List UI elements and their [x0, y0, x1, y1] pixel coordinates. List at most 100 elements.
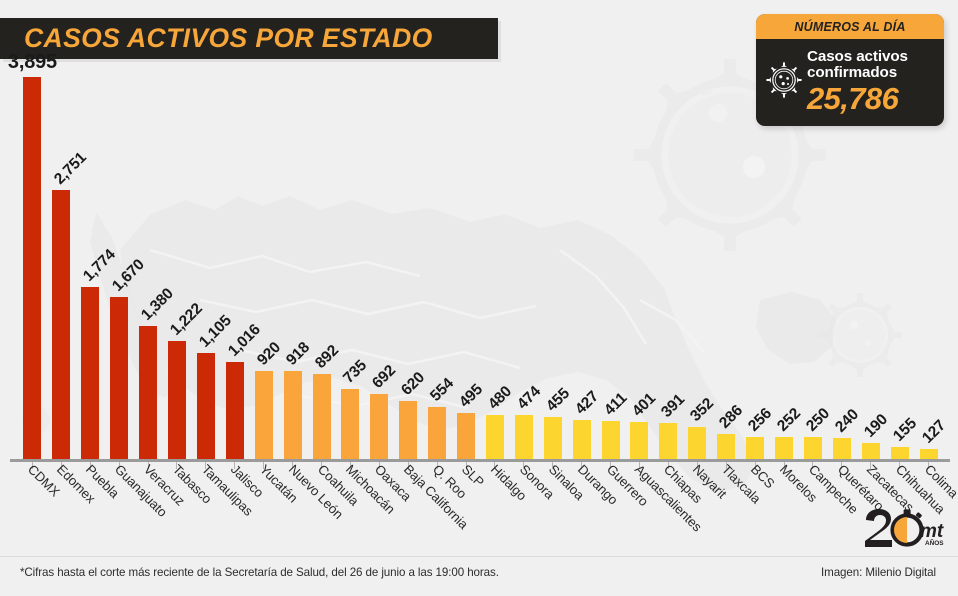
- bar-slot: 240: [827, 60, 862, 462]
- svg-text:mt: mt: [920, 521, 944, 542]
- x-axis-label-slot: Campeche: [798, 462, 861, 548]
- x-axis-label-slot: Nuevo León: [278, 462, 346, 548]
- bar[interactable]: 155: [890, 415, 920, 462]
- bar[interactable]: 1,222: [167, 300, 206, 462]
- bar[interactable]: 190: [861, 411, 891, 462]
- x-axis-tick: [885, 462, 914, 469]
- x-axis-tick: [856, 462, 885, 469]
- bar[interactable]: 352: [687, 395, 717, 462]
- bar[interactable]: 127: [919, 417, 949, 462]
- bar-chart-bars: 3,895 2,751 1,774 1,670 1,380 1,222 1,105 1,016…: [8, 51, 949, 462]
- x-axis-tick: [625, 462, 654, 469]
- x-axis-label-slot: Chiapas: [654, 462, 705, 548]
- x-axis-tick: [567, 462, 596, 469]
- bar[interactable]: 286: [716, 402, 746, 462]
- x-axis-label-slot: Hidalgo: [481, 462, 530, 548]
- bar-slot: 1,222: [163, 60, 206, 462]
- bar[interactable]: 735: [341, 357, 370, 462]
- stat-badge-metric-value: 25,786: [807, 81, 899, 117]
- bar[interactable]: 401: [630, 390, 659, 462]
- bar[interactable]: 252: [774, 405, 804, 462]
- bar-slot: 1,105: [191, 60, 235, 462]
- bar[interactable]: 920: [254, 339, 284, 462]
- bar[interactable]: 3,895: [8, 51, 57, 462]
- bar-chart: 3,895 2,751 1,774 1,670 1,380 1,222 1,105 1,016…: [8, 51, 950, 469]
- bar-slot: 127: [914, 60, 949, 462]
- x-axis-label-slot: BCS: [741, 462, 778, 548]
- x-axis-tick: [712, 462, 741, 469]
- x-axis-tick: [770, 462, 799, 469]
- bar[interactable]: 1,380: [138, 285, 177, 462]
- bar[interactable]: 1,774: [80, 246, 119, 462]
- x-axis-tick: [509, 462, 538, 469]
- bar[interactable]: 474: [514, 383, 544, 462]
- x-axis-label: Colima: [921, 461, 958, 501]
- bar[interactable]: 480: [485, 383, 515, 462]
- bar[interactable]: 250: [803, 405, 833, 462]
- x-axis-label-slot: Jalisco: [220, 462, 267, 548]
- bar[interactable]: 256: [745, 405, 775, 462]
- x-axis-label-slot: Michoacán: [336, 462, 398, 548]
- x-axis-tick: [47, 462, 76, 469]
- x-axis-label-slot: Tabasco: [163, 462, 215, 548]
- x-axis-label-slot: Tamaulipas: [191, 462, 256, 548]
- x-axis-label-slot: Sinaloa: [538, 462, 587, 548]
- bar-slot: 2,751: [47, 60, 90, 462]
- bar[interactable]: 1,105: [196, 312, 235, 462]
- x-axis-tick: [191, 462, 220, 469]
- bar-slot: 252: [770, 60, 804, 462]
- stat-badge-metric-label: Casos activos confirmados: [807, 47, 936, 82]
- bar[interactable]: 391: [658, 391, 688, 462]
- x-axis-label-slot: Tlaxcala: [712, 462, 764, 548]
- stat-badge-body: Casos activos confirmados 25,786: [756, 39, 944, 126]
- x-axis-label-slot: Oaxaca: [365, 462, 414, 548]
- page-title: CASOS ACTIVOS POR ESTADO: [0, 18, 498, 59]
- x-axis-tick: [683, 462, 712, 469]
- x-axis-label-slot: Querétaro: [827, 462, 887, 548]
- bar[interactable]: 240: [832, 406, 862, 462]
- bar-slot: 1,016: [220, 60, 264, 462]
- bar[interactable]: 2,751: [51, 149, 90, 462]
- coronavirus-icon: [762, 60, 804, 105]
- x-axis-tick: [18, 462, 47, 469]
- bar[interactable]: 918: [283, 339, 313, 462]
- x-axis-tick: [105, 462, 134, 469]
- x-axis-label-slot: Q. Roo: [423, 462, 470, 548]
- bar-slot: 1,380: [134, 60, 177, 462]
- bar[interactable]: 411: [601, 390, 630, 462]
- bar-slot: 256: [741, 60, 775, 462]
- x-axis-tick: [827, 462, 856, 469]
- x-axis-label-slot: Coahuila: [307, 462, 361, 548]
- bar[interactable]: 1,016: [225, 321, 264, 462]
- bar[interactable]: 554: [427, 375, 457, 462]
- bar-slot: 1,670: [105, 60, 148, 462]
- bar-slot: 155: [885, 60, 920, 462]
- bar[interactable]: 495: [456, 381, 486, 462]
- stat-badge-metric-label-line1: Casos activos: [807, 47, 908, 65]
- stat-badge-header-label: NÚMEROS AL DÍA: [794, 19, 906, 34]
- x-axis-tick: [365, 462, 394, 469]
- bar-slot: 1,774: [76, 60, 119, 462]
- bar-slot: 427: [567, 60, 602, 462]
- x-axis-tick: [423, 462, 452, 469]
- x-axis-tick: [220, 462, 249, 469]
- x-axis-tick: [538, 462, 567, 469]
- bar-slot: 480: [481, 60, 515, 462]
- bar[interactable]: 455: [543, 385, 573, 462]
- bar-slot: 286: [712, 60, 746, 462]
- bar[interactable]: 427: [572, 388, 602, 462]
- bar[interactable]: 620: [398, 369, 428, 462]
- x-axis-tick: [249, 462, 278, 469]
- bar[interactable]: 692: [369, 362, 399, 462]
- x-axis-tick: [596, 462, 625, 469]
- x-axis-label-slot: CDMX: [18, 462, 63, 548]
- bar[interactable]: 1,670: [109, 256, 148, 462]
- x-axis-label-slot: Baja California: [394, 462, 471, 548]
- x-axis-tick: [481, 462, 510, 469]
- x-axis-label-slot: Morelos: [770, 462, 820, 548]
- bar[interactable]: 892: [312, 342, 342, 462]
- x-axis-label-slot: Nayarit: [683, 462, 730, 548]
- x-axis-label-slot: Puebla: [76, 462, 122, 548]
- x-axis-label-slot: Sonora: [509, 462, 557, 548]
